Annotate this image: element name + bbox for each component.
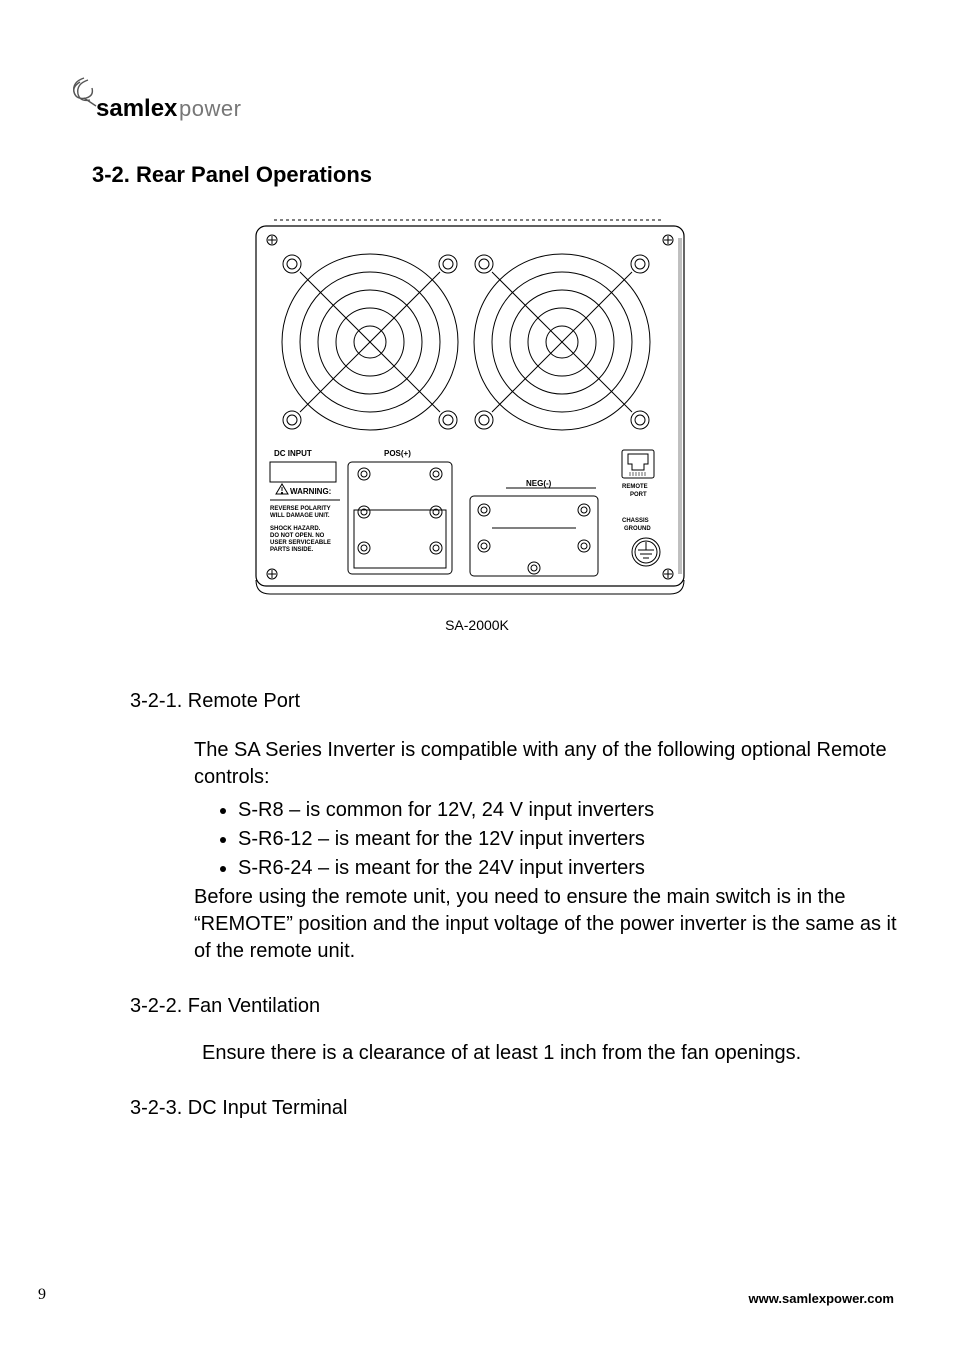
terminal-pos xyxy=(348,462,452,574)
brand-bold: samlex xyxy=(96,95,178,122)
label-chassis-1: CHASSIS xyxy=(622,518,649,524)
diagram-caption: SA-2000K xyxy=(0,617,954,633)
label-pos: POS(+) xyxy=(384,449,411,458)
label-warning: WARNING: xyxy=(290,487,331,496)
terminal-neg xyxy=(470,496,598,576)
subsection-2-heading: 3-2-2. Fan Ventilation xyxy=(130,995,900,1018)
label-remote-1: REMOTE xyxy=(622,484,648,490)
subsection-1-heading: 3-2-1. Remote Port xyxy=(130,690,900,713)
subsection-1-intro: The SA Series Inverter is compatible wit… xyxy=(194,737,900,791)
page-number: 9 xyxy=(38,1286,46,1304)
list-item: S-R6-24 – is meant for the 24V input inv… xyxy=(238,855,900,882)
label-neg: NEG(-) xyxy=(526,479,552,488)
brand-logo: samlex power xyxy=(66,76,276,126)
remote-list: S-R8 – is common for 12V, 24 V input inv… xyxy=(238,797,900,882)
warning-block: WARNING: REVERSE POLARITY WILL DAMAGE UN… xyxy=(270,484,340,553)
ground-icon xyxy=(632,538,660,566)
footer-url: www.samlexpower.com xyxy=(749,1291,894,1306)
rear-panel-diagram: DC INPUT POS(+) NEG(-) xyxy=(246,218,694,598)
brand-light: power xyxy=(179,96,241,121)
subsection-2-text: Ensure there is a clearance of at least … xyxy=(202,1040,900,1067)
list-item: S-R8 – is common for 12V, 24 V input inv… xyxy=(238,797,900,824)
svg-text:USER SERVICEABLE: USER SERVICEABLE xyxy=(270,540,331,546)
label-remote-2: PORT xyxy=(630,492,647,498)
section-title: 3-2. Rear Panel Operations xyxy=(92,162,372,188)
svg-text:WILL DAMAGE UNIT.: WILL DAMAGE UNIT. xyxy=(270,513,330,519)
remote-port-icon xyxy=(622,450,654,478)
label-dc-input: DC INPUT xyxy=(274,449,312,458)
svg-text:REVERSE POLARITY: REVERSE POLARITY xyxy=(270,506,331,512)
label-chassis-2: GROUND xyxy=(624,526,651,532)
svg-text:SHOCK HAZARD.: SHOCK HAZARD. xyxy=(270,526,321,532)
svg-text:PARTS INSIDE.: PARTS INSIDE. xyxy=(270,547,314,553)
svg-text:samlex: samlex xyxy=(96,95,178,122)
svg-text:DO NOT OPEN. NO: DO NOT OPEN. NO xyxy=(270,533,325,539)
subsection-1-tail: Before using the remote unit, you need t… xyxy=(194,884,900,965)
subsection-3-heading: 3-2-3. DC Input Terminal xyxy=(130,1097,900,1120)
svg-text:power: power xyxy=(179,96,241,121)
list-item: S-R6-12 – is meant for the 12V input inv… xyxy=(238,826,900,853)
